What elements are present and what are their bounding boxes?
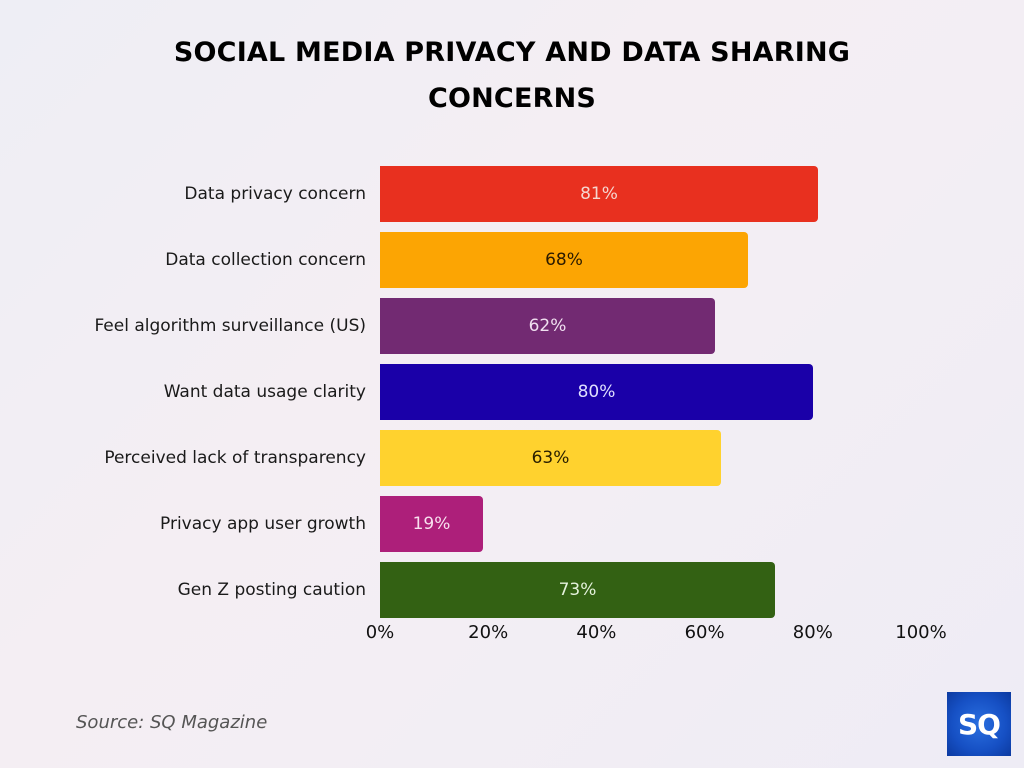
bar-value-label: 81%: [580, 184, 618, 204]
x-axis-tick-label: 80%: [792, 622, 833, 643]
category-label: Data collection concern: [165, 250, 366, 270]
x-axis-tick-label: 60%: [684, 622, 725, 643]
category-label: Perceived lack of transparency: [104, 448, 366, 468]
bar-value-label: 73%: [558, 580, 597, 600]
chart-title-line-1: SOCIAL MEDIA PRIVACY AND DATA SHARING: [173, 37, 851, 68]
category-label: Feel algorithm surveillance (US): [94, 316, 366, 336]
x-axis-tick-label: 0%: [365, 622, 395, 643]
category-label: Privacy app user growth: [160, 514, 366, 534]
chart-title: SOCIAL MEDIA PRIVACY AND DATA SHARING CO…: [0, 30, 1024, 122]
bar: 19%: [380, 496, 483, 552]
bar: 81%: [380, 166, 818, 222]
source-caption: Source: SQ Magazine: [76, 712, 268, 733]
bar-value-label: 62%: [528, 316, 567, 336]
bar: 73%: [380, 562, 775, 618]
x-axis-tick-label: 20%: [468, 622, 509, 643]
bar-value-label: 63%: [531, 448, 570, 468]
bar: 62%: [380, 298, 715, 354]
category-label: Want data usage clarity: [163, 382, 366, 402]
bar: 80%: [380, 364, 813, 420]
bar-value-label: 80%: [577, 382, 616, 402]
category-label: Data privacy concern: [184, 184, 366, 204]
bar: 63%: [380, 430, 721, 486]
chart-title-line-2: CONCERNS: [427, 83, 597, 114]
sq-logo: SQ: [947, 692, 1011, 756]
x-axis-tick-label: 40%: [576, 622, 617, 643]
x-axis-tick-label: 100%: [895, 622, 947, 643]
sq-logo-text: SQ: [958, 707, 1001, 741]
category-label: Gen Z posting caution: [177, 580, 366, 600]
bar: 68%: [380, 232, 748, 288]
bar-value-label: 19%: [412, 514, 451, 534]
bar-value-label: 68%: [545, 250, 583, 270]
